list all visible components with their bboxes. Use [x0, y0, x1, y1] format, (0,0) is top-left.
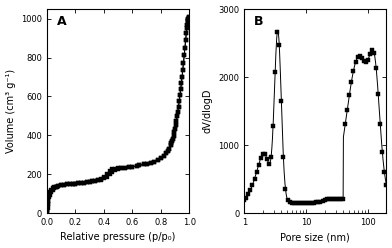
Y-axis label: dV/dlogD: dV/dlogD [203, 89, 213, 133]
Y-axis label: Volume (cm³ g⁻¹): Volume (cm³ g⁻¹) [5, 69, 16, 153]
X-axis label: Relative pressure (p/p₀): Relative pressure (p/p₀) [60, 232, 176, 243]
Text: B: B [254, 15, 264, 28]
Text: A: A [57, 15, 67, 28]
X-axis label: Pore size (nm): Pore size (nm) [280, 232, 350, 243]
